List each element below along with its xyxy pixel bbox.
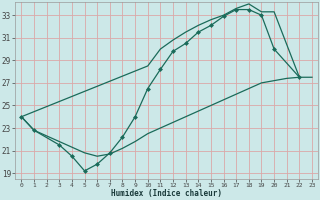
X-axis label: Humidex (Indice chaleur): Humidex (Indice chaleur) bbox=[111, 189, 222, 198]
